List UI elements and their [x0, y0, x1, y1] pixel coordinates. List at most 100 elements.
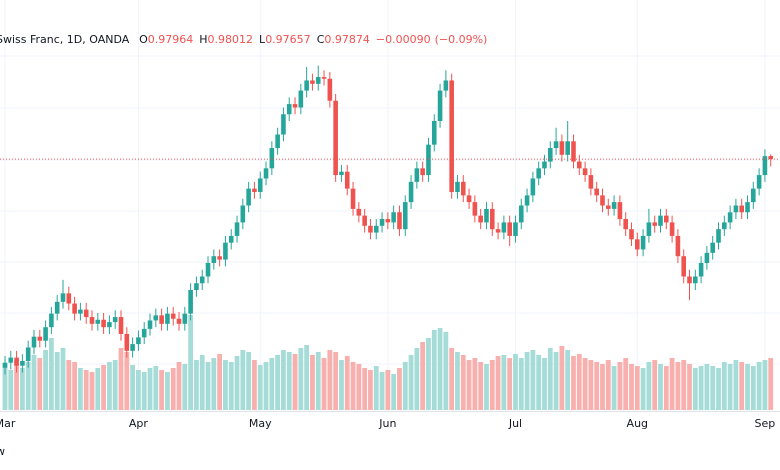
volume-bar: [443, 332, 449, 410]
candle-body: [576, 161, 582, 169]
candle-body: [553, 141, 559, 149]
volume-bar: [252, 360, 257, 410]
volume-bar: [281, 350, 286, 410]
volume-bar: [339, 360, 344, 410]
candle-body: [130, 344, 135, 351]
legend-value: 0.98012: [208, 33, 254, 46]
volume-bar: [124, 352, 130, 410]
volume-bar: [489, 360, 495, 410]
candle-body: [292, 104, 298, 108]
volume-bar: [385, 370, 391, 410]
volume-bar: [327, 350, 333, 410]
volume-bar: [228, 362, 234, 410]
volume-bar: [211, 358, 217, 410]
volume-bar: [455, 352, 460, 410]
candle-body: [698, 262, 704, 277]
candle-body: [414, 168, 420, 182]
volume-bar: [78, 368, 83, 410]
candle-body: [205, 262, 211, 277]
volume-bar: [48, 338, 54, 410]
candle-body: [112, 317, 118, 323]
volume-bar: [315, 352, 321, 410]
candle-body: [542, 161, 547, 169]
volume-bar: [362, 368, 368, 410]
volume-bar: [397, 368, 402, 410]
candle-body: [559, 141, 565, 155]
volume-bar: [2, 365, 8, 410]
volume-bar: [194, 360, 199, 410]
volume-bar: [553, 352, 559, 410]
candle-body: [315, 77, 321, 84]
candle-body: [165, 313, 170, 324]
x-tick-label: Mar: [0, 417, 16, 430]
volume-bar: [414, 348, 420, 410]
candle-body: [350, 188, 356, 209]
volume-bar: [594, 362, 600, 410]
candle-body: [188, 290, 193, 314]
candle-body: [136, 337, 141, 345]
volume-bar: [147, 368, 153, 410]
candle-body: [402, 202, 408, 230]
volume-bar: [292, 354, 298, 410]
volume-bar: [478, 362, 484, 410]
candle-body: [223, 242, 228, 260]
candle-body: [263, 168, 269, 179]
candle-body: [756, 175, 762, 189]
volume-bar: [321, 358, 327, 410]
volume-bar: [663, 366, 669, 410]
x-tick-label: Apr: [129, 417, 149, 430]
volume-bar: [495, 356, 501, 410]
volume-bar: [257, 365, 263, 410]
volume-bar: [153, 366, 159, 410]
candle-body: [43, 327, 48, 341]
candle-body: [286, 104, 292, 115]
candle-body: [710, 242, 716, 253]
candle-body: [478, 215, 483, 223]
candle-body: [281, 114, 286, 135]
volume-bar: [466, 360, 472, 410]
candle-body: [60, 293, 66, 302]
volume-bar: [130, 365, 136, 410]
volume-bar: [159, 370, 165, 410]
candle-body: [408, 181, 414, 203]
x-tick-label: Aug: [627, 417, 648, 430]
legend-label: O: [139, 33, 148, 46]
volume-bar: [721, 362, 727, 410]
candle-body: [658, 215, 663, 226]
legend-value: 0.97874: [324, 33, 370, 46]
volume-bar: [449, 348, 455, 410]
candle-body: [687, 276, 692, 284]
candle-body: [431, 121, 437, 145]
candle-body: [78, 309, 83, 314]
candle-body: [733, 205, 739, 213]
volume-bar: [600, 364, 605, 410]
volume-bar: [629, 364, 634, 410]
volume-bar: [623, 358, 629, 410]
volume-bar: [559, 346, 565, 410]
candle-body: [2, 362, 8, 368]
volume-bar: [472, 358, 478, 410]
candle-body: [693, 276, 698, 284]
volume-bar: [112, 360, 118, 410]
candle-body: [72, 303, 77, 314]
candle-body: [356, 208, 362, 216]
volume-bar: [368, 370, 373, 410]
volume-bar: [733, 360, 739, 410]
volume-bar: [344, 356, 350, 410]
candle-body: [391, 212, 396, 223]
candle-body: [8, 357, 14, 363]
volume-bar: [536, 355, 542, 410]
volume-bar: [60, 348, 66, 410]
legend-change-pct: (−0.09%): [435, 33, 488, 46]
candle-body: [634, 239, 640, 250]
candle-body: [66, 293, 72, 304]
volume-bar: [333, 352, 339, 410]
volume-bar: [263, 362, 269, 410]
volume-bar: [687, 364, 692, 410]
volume-bar: [530, 350, 536, 410]
volume-bar: [692, 368, 698, 410]
volume-bar: [165, 372, 170, 410]
volume-bar: [31, 355, 37, 410]
